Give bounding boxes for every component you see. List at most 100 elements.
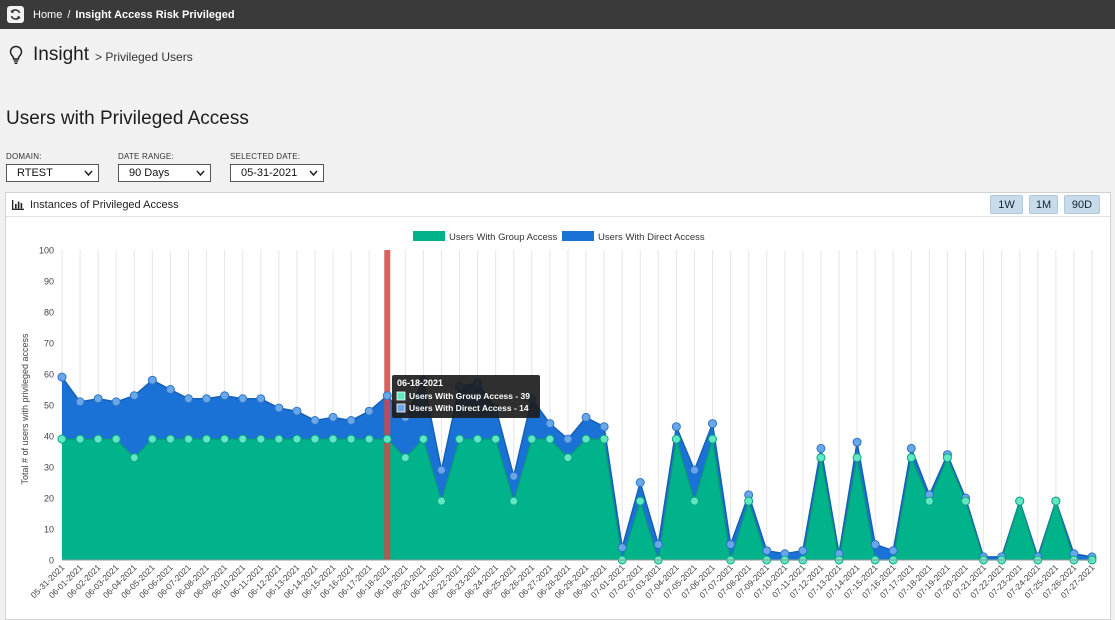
group-access-point[interactable] <box>256 434 266 444</box>
direct-access-point[interactable] <box>238 394 248 404</box>
range-90d-button[interactable]: 90D <box>1064 195 1100 214</box>
group-access-point[interactable] <box>346 434 356 444</box>
direct-access-point[interactable] <box>57 372 67 382</box>
group-access-point[interactable] <box>75 434 85 444</box>
group-access-point[interactable] <box>111 434 121 444</box>
group-access-point[interactable] <box>563 453 573 463</box>
direct-access-point[interactable] <box>870 540 880 549</box>
group-access-point[interactable] <box>382 434 392 444</box>
direct-access-point[interactable] <box>888 546 898 556</box>
group-access-point[interactable] <box>1015 496 1025 506</box>
legend-swatch-group <box>413 231 445 241</box>
direct-access-point[interactable] <box>220 391 230 401</box>
group-access-point[interactable] <box>183 434 193 444</box>
direct-access-point[interactable] <box>129 391 139 401</box>
group-access-point[interactable] <box>1051 496 1061 506</box>
direct-access-point[interactable] <box>545 419 555 429</box>
group-access-point[interactable] <box>165 434 175 444</box>
group-access-point[interactable] <box>689 496 699 506</box>
direct-access-point[interactable] <box>689 465 699 475</box>
group-access-point[interactable] <box>527 434 537 444</box>
range-1w-button[interactable]: 1W <box>990 195 1023 214</box>
direct-access-point[interactable] <box>852 437 862 447</box>
direct-access-point[interactable] <box>906 443 916 453</box>
date-range-select-value: 90 Days <box>129 167 170 179</box>
chevron-down-icon <box>196 170 205 176</box>
direct-access-point[interactable] <box>147 375 157 385</box>
direct-access-point[interactable] <box>436 465 446 475</box>
chart-panel-title: Instances of Privileged Access <box>30 198 179 211</box>
direct-access-point[interactable] <box>671 422 681 432</box>
group-access-point[interactable] <box>328 434 338 444</box>
group-access-point[interactable] <box>238 434 248 444</box>
direct-access-point[interactable] <box>708 419 718 429</box>
selected-date-select[interactable]: 05-31-2021 <box>230 164 324 182</box>
group-access-point[interactable] <box>436 496 446 506</box>
group-access-point[interactable] <box>924 496 934 506</box>
direct-access-point[interactable] <box>653 540 663 549</box>
direct-access-point[interactable] <box>382 391 392 401</box>
group-access-point[interactable] <box>816 453 826 463</box>
group-access-point[interactable] <box>635 496 645 506</box>
date-range-select[interactable]: 90 Days <box>118 164 211 182</box>
group-access-point[interactable] <box>961 496 971 506</box>
direct-access-point[interactable] <box>328 412 338 422</box>
direct-access-point[interactable] <box>762 546 772 556</box>
group-access-point[interactable] <box>364 434 374 444</box>
group-access-point[interactable] <box>473 434 483 444</box>
group-access-point[interactable] <box>906 453 916 463</box>
refresh-icon[interactable] <box>7 6 24 23</box>
group-access-point[interactable] <box>400 453 410 463</box>
direct-access-point[interactable] <box>310 416 320 425</box>
direct-access-point[interactable] <box>292 406 302 416</box>
direct-access-point[interactable] <box>635 478 645 487</box>
group-access-point[interactable] <box>744 496 754 506</box>
group-access-point[interactable] <box>274 434 284 444</box>
direct-access-point[interactable] <box>111 397 121 407</box>
group-access-point[interactable] <box>491 434 501 444</box>
group-access-point[interactable] <box>455 434 465 444</box>
direct-access-point[interactable] <box>563 434 573 444</box>
group-access-point[interactable] <box>57 434 67 444</box>
direct-access-point[interactable] <box>798 546 808 556</box>
selected-date-marker[interactable] <box>384 250 391 560</box>
group-access-line <box>62 437 1092 563</box>
group-access-point[interactable] <box>129 453 139 463</box>
domain-select[interactable]: RTEST <box>6 164 99 182</box>
direct-access-point[interactable] <box>165 385 175 394</box>
direct-access-point[interactable] <box>364 406 374 416</box>
group-access-point[interactable] <box>147 434 157 444</box>
direct-access-point[interactable] <box>274 403 284 413</box>
direct-access-point[interactable] <box>816 443 826 453</box>
group-access-point[interactable] <box>93 434 103 444</box>
direct-access-point[interactable] <box>75 397 85 407</box>
direct-access-point[interactable] <box>202 394 212 404</box>
direct-access-point[interactable] <box>93 394 103 404</box>
group-access-point[interactable] <box>292 434 302 444</box>
group-access-point[interactable] <box>942 453 952 463</box>
group-access-point[interactable] <box>220 434 230 444</box>
direct-access-point[interactable] <box>617 543 627 553</box>
group-access-point[interactable] <box>852 453 862 463</box>
breadcrumb-home-link[interactable]: Home <box>33 8 63 21</box>
direct-access-point[interactable] <box>726 540 736 549</box>
direct-access-point[interactable] <box>599 422 609 432</box>
direct-access-point[interactable] <box>256 394 266 404</box>
direct-access-point[interactable] <box>581 412 591 422</box>
group-access-point[interactable] <box>509 496 519 506</box>
group-access-point[interactable] <box>671 434 681 444</box>
group-access-point[interactable] <box>310 434 320 444</box>
group-access-point[interactable] <box>545 434 555 444</box>
group-access-point[interactable] <box>418 434 428 444</box>
direct-access-point[interactable] <box>183 394 193 404</box>
legend-label-direct: Users With Direct Access <box>598 232 705 243</box>
group-access-point[interactable] <box>599 434 609 444</box>
direct-access-point[interactable] <box>346 416 356 425</box>
group-access-point[interactable] <box>708 434 718 444</box>
tooltip-group-value: Users With Group Access - 39 <box>409 391 530 401</box>
range-1m-button[interactable]: 1M <box>1029 195 1058 214</box>
domain-label: DOMAIN: <box>6 152 42 161</box>
group-access-point[interactable] <box>202 434 212 444</box>
direct-access-point[interactable] <box>509 471 519 481</box>
group-access-point[interactable] <box>581 434 591 444</box>
